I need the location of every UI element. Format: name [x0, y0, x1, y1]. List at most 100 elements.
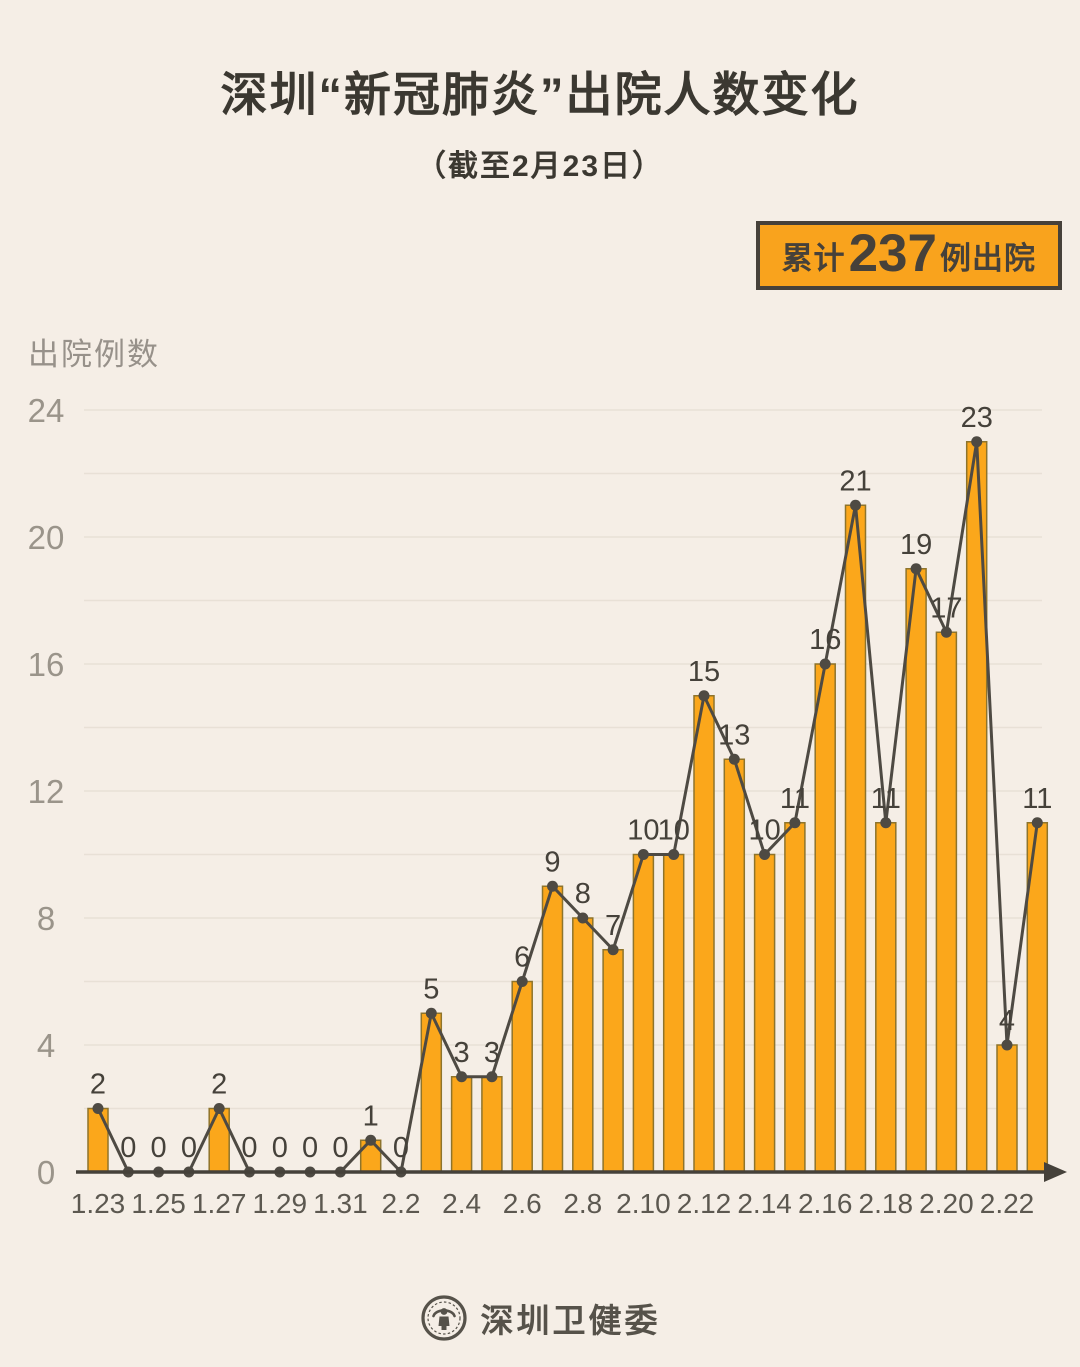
data-point — [92, 1103, 104, 1114]
bar — [632, 853, 655, 1173]
x-tick-label: 1.29 — [253, 1188, 308, 1219]
badge-total-value: 237 — [848, 224, 937, 283]
y-tick-label: 12 — [28, 773, 65, 810]
x-tick-label: 1.27 — [192, 1188, 247, 1219]
bar — [723, 758, 746, 1173]
data-point — [940, 626, 952, 638]
data-point — [880, 817, 892, 829]
value-label: 19 — [900, 529, 932, 561]
value-label: 3 — [484, 1037, 500, 1069]
value-label: 7 — [605, 910, 621, 942]
data-point — [607, 944, 619, 956]
bar — [814, 663, 836, 1173]
x-tick-label: 2.10 — [616, 1188, 671, 1219]
data-point — [213, 1103, 225, 1114]
data-point — [819, 658, 831, 670]
x-tick-label: 2.20 — [919, 1188, 974, 1219]
bar — [905, 568, 927, 1173]
y-tick-label: 24 — [28, 392, 65, 429]
cumulative-total-badge: 累计 237 例出院 — [755, 221, 1062, 290]
bar — [996, 1044, 1018, 1173]
value-label: 11 — [780, 783, 810, 815]
value-label: 8 — [575, 878, 591, 910]
data-point — [547, 880, 558, 892]
bar — [784, 822, 806, 1173]
bar — [753, 853, 776, 1173]
data-point — [486, 1071, 498, 1083]
data-point — [456, 1071, 468, 1083]
data-point — [365, 1134, 377, 1146]
bar — [572, 917, 594, 1173]
x-tick-label: 2.18 — [859, 1188, 914, 1219]
value-label: 11 — [1022, 783, 1052, 815]
x-tick-label: 1.31 — [313, 1188, 368, 1219]
data-point — [637, 849, 649, 860]
bar — [208, 1107, 230, 1173]
x-tick-label: 2.6 — [503, 1188, 542, 1219]
data-point — [971, 436, 983, 448]
value-label: 23 — [961, 402, 993, 434]
value-label: 11 — [871, 783, 901, 815]
x-axis-arrow — [1044, 1162, 1067, 1182]
value-label: 0 — [302, 1132, 318, 1164]
x-tick-label: 2.16 — [798, 1188, 853, 1219]
value-label: 6 — [514, 942, 530, 974]
value-label: 5 — [423, 973, 439, 1005]
bar — [511, 980, 533, 1173]
value-label: 15 — [688, 656, 720, 688]
data-point — [728, 753, 740, 765]
bar — [87, 1107, 109, 1173]
health-commission-seal-icon — [420, 1295, 467, 1341]
bar — [662, 853, 685, 1173]
bar — [875, 822, 897, 1173]
source-name: 深圳卫健委 — [480, 1302, 661, 1339]
data-point — [577, 912, 589, 924]
y-tick-label: 16 — [28, 646, 65, 683]
x-tick-label: 2.8 — [563, 1188, 602, 1219]
data-point — [759, 849, 771, 860]
x-tick-label: 2.14 — [737, 1188, 792, 1219]
y-tick-label: 20 — [28, 519, 65, 556]
value-label: 0 — [120, 1132, 136, 1164]
y-tick-label: 4 — [37, 1027, 55, 1064]
value-label: 0 — [332, 1132, 348, 1164]
x-tick-label: 2.2 — [382, 1188, 421, 1219]
page-subtitle: （截至2月23日） — [415, 150, 665, 183]
data-point — [1031, 817, 1043, 829]
badge-prefix: 累计 — [781, 241, 846, 276]
value-label: 3 — [454, 1037, 470, 1069]
y-axis-title: 出院例数 — [28, 337, 160, 372]
data-point — [698, 690, 710, 702]
data-point — [516, 976, 528, 987]
y-tick-label: 8 — [37, 900, 55, 937]
y-tick-label: 0 — [37, 1154, 55, 1191]
value-label: 10 — [658, 815, 690, 847]
bar — [844, 504, 867, 1173]
data-point — [789, 817, 801, 829]
bar — [541, 885, 564, 1173]
badge-suffix: 例出院 — [940, 241, 1036, 276]
x-tick-label: 1.25 — [131, 1188, 186, 1219]
value-label: 0 — [241, 1132, 257, 1164]
value-label: 17 — [930, 592, 962, 624]
value-label: 10 — [627, 815, 659, 847]
value-label: 9 — [544, 846, 560, 878]
value-label: 13 — [718, 719, 750, 751]
value-label: 2 — [211, 1069, 227, 1101]
value-label: 0 — [272, 1132, 288, 1164]
value-label: 10 — [748, 815, 780, 847]
value-label: 4 — [999, 1005, 1015, 1037]
bar — [693, 695, 715, 1173]
data-point — [1001, 1039, 1013, 1051]
x-tick-label: 2.4 — [442, 1188, 481, 1219]
value-label: 21 — [839, 465, 871, 497]
value-label: 2 — [90, 1069, 106, 1101]
value-label: 0 — [393, 1132, 409, 1164]
header: 深圳“新冠肺炎”出院人数变化 （截至2月23日） — [0, 56, 1080, 185]
value-label: 16 — [809, 624, 841, 656]
bar — [935, 631, 958, 1173]
x-tick-label: 2.22 — [980, 1188, 1035, 1219]
value-label: 0 — [181, 1132, 197, 1164]
bar — [420, 1012, 443, 1173]
